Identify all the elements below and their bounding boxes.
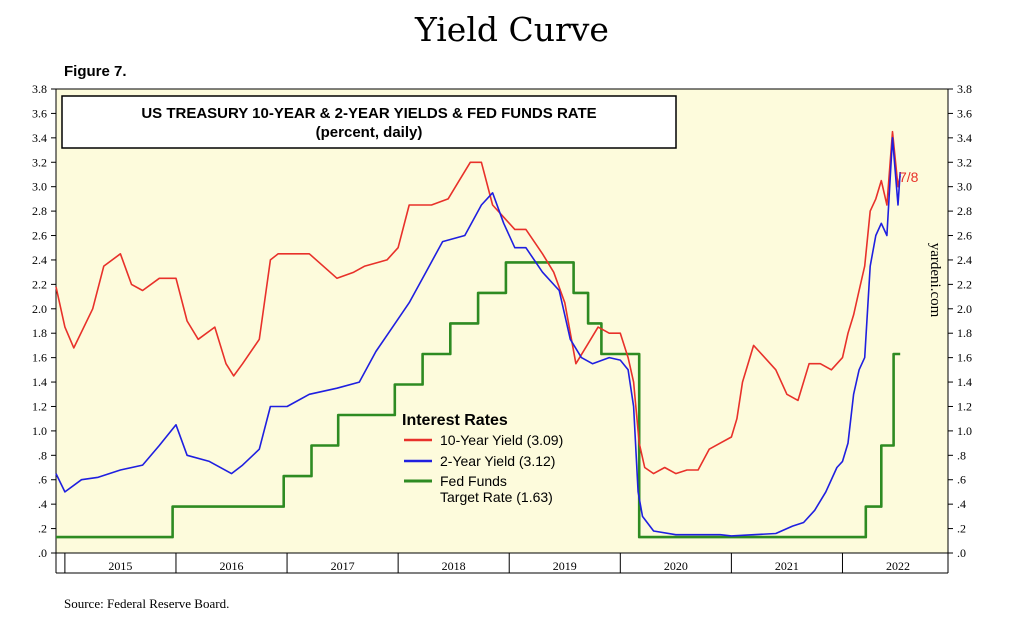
title-box: US TREASURY 10-YEAR & 2-YEAR YIELDS & FE… [61, 95, 677, 149]
y-tick-label-right: 1.4 [957, 375, 972, 389]
y-tick-label-left: 2.8 [32, 204, 47, 218]
legend-ff-line1: Fed Funds [440, 473, 507, 489]
x-year-label: 2020 [664, 559, 688, 573]
y-tick-label-right: 2.8 [957, 204, 972, 218]
y-tick-label-right: 3.6 [957, 106, 972, 120]
y-axis-right: .0 .2 .4 .6 .8 1.0 1.2 1.4 1.6 1.8 2.0 2.2 2.4 2.6 2.8… [948, 82, 972, 560]
y-tick-label-right: .6 [957, 473, 966, 487]
series-line-two-year [55, 137, 901, 537]
y-tick-label-right: 3.8 [957, 82, 972, 96]
x-year-label: 2021 [775, 559, 799, 573]
y-tick-label-right: 3.4 [957, 131, 972, 145]
plot-area [55, 88, 949, 554]
watermark: yardeni.com [927, 243, 943, 318]
y-tick-label-left: .6 [38, 473, 47, 487]
title-box-frame [61, 95, 677, 149]
y-tick-label-right: 2.0 [957, 302, 972, 316]
y-tick-label-right: .4 [957, 497, 966, 511]
x-year-label: 2017 [331, 559, 355, 573]
y-tick-label-right: 1.6 [957, 351, 972, 365]
figure-label: Figure 7. [64, 63, 127, 80]
y-tick-label-left: 1.4 [32, 375, 47, 389]
y-tick-label-right: 2.6 [957, 229, 972, 243]
y-tick-label-left: 3.4 [32, 131, 47, 145]
source-note: Source: Federal Reserve Board. [64, 596, 230, 611]
y-tick-label-right: .2 [957, 522, 966, 536]
legend-title: Interest Rates [402, 412, 508, 429]
x-year-label: 2016 [220, 559, 244, 573]
y-tick-label-left: 1.6 [32, 351, 47, 365]
y-tick-label-left: 1.0 [32, 424, 47, 438]
y-tick-label-right: 3.0 [957, 180, 972, 194]
y-tick-label-right: 2.2 [957, 277, 972, 291]
series-lines [55, 130, 901, 539]
y-tick-label-left: 3.0 [32, 180, 47, 194]
chart-subtitle: (percent, daily) [316, 124, 423, 141]
end-date-label: 7/8 [899, 169, 919, 185]
y-tick-label-left: 2.2 [32, 277, 47, 291]
y-tick-label-left: 3.8 [32, 82, 47, 96]
y-tick-label-left: 1.8 [32, 326, 47, 340]
x-year-label: 2019 [553, 559, 577, 573]
y-tick-label-left: 2.0 [32, 302, 47, 316]
y-tick-label-right: 1.0 [957, 424, 972, 438]
y-tick-label-right: 2.4 [957, 253, 972, 267]
y-tick-label-left: .4 [38, 497, 47, 511]
y-tick-label-right: 1.2 [957, 399, 972, 413]
chart-title: US TREASURY 10-YEAR & 2-YEAR YIELDS & FE… [141, 105, 596, 122]
x-year-label: 2015 [108, 559, 132, 573]
y-tick-label-left: .0 [38, 546, 47, 560]
legend-2y: 2-Year Yield (3.12) [440, 453, 555, 469]
series-line-fed-funds [56, 261, 901, 539]
y-tick-label-left: 2.4 [32, 253, 47, 267]
y-tick-label-left: 1.2 [32, 399, 47, 413]
y-tick-label-right: 3.2 [957, 155, 972, 169]
y-tick-label-left: 3.6 [32, 106, 47, 120]
series-line-ten-year [55, 130, 901, 475]
y-tick-label-right: .0 [957, 546, 966, 560]
legend: Interest Rates 10-Year Yield (3.09) 2-Ye… [402, 412, 563, 505]
y-tick-label-right: 1.8 [957, 326, 972, 340]
x-axis: 2015 2016 2017 2018 2019 2020 2021 2022 [55, 553, 949, 574]
y-tick-label-left: .8 [38, 448, 47, 462]
y-tick-label-left: 3.2 [32, 155, 47, 169]
page-title: Yield Curve [415, 10, 609, 49]
y-tick-label-left: .2 [38, 522, 47, 536]
y-tick-label-right: .8 [957, 448, 966, 462]
legend-10y: 10-Year Yield (3.09) [440, 432, 563, 448]
x-year-label: 2022 [886, 559, 910, 573]
legend-ff-line2: Target Rate (1.63) [440, 489, 553, 505]
x-year-label: 2018 [442, 559, 466, 573]
y-axis-left: .0 .2 .4 .6 .8 1.0 1.2 1.4 1.6 1.8 2.0 2.2 2.4 2.6 2.8… [32, 82, 56, 560]
y-tick-label-left: 2.6 [32, 229, 47, 243]
